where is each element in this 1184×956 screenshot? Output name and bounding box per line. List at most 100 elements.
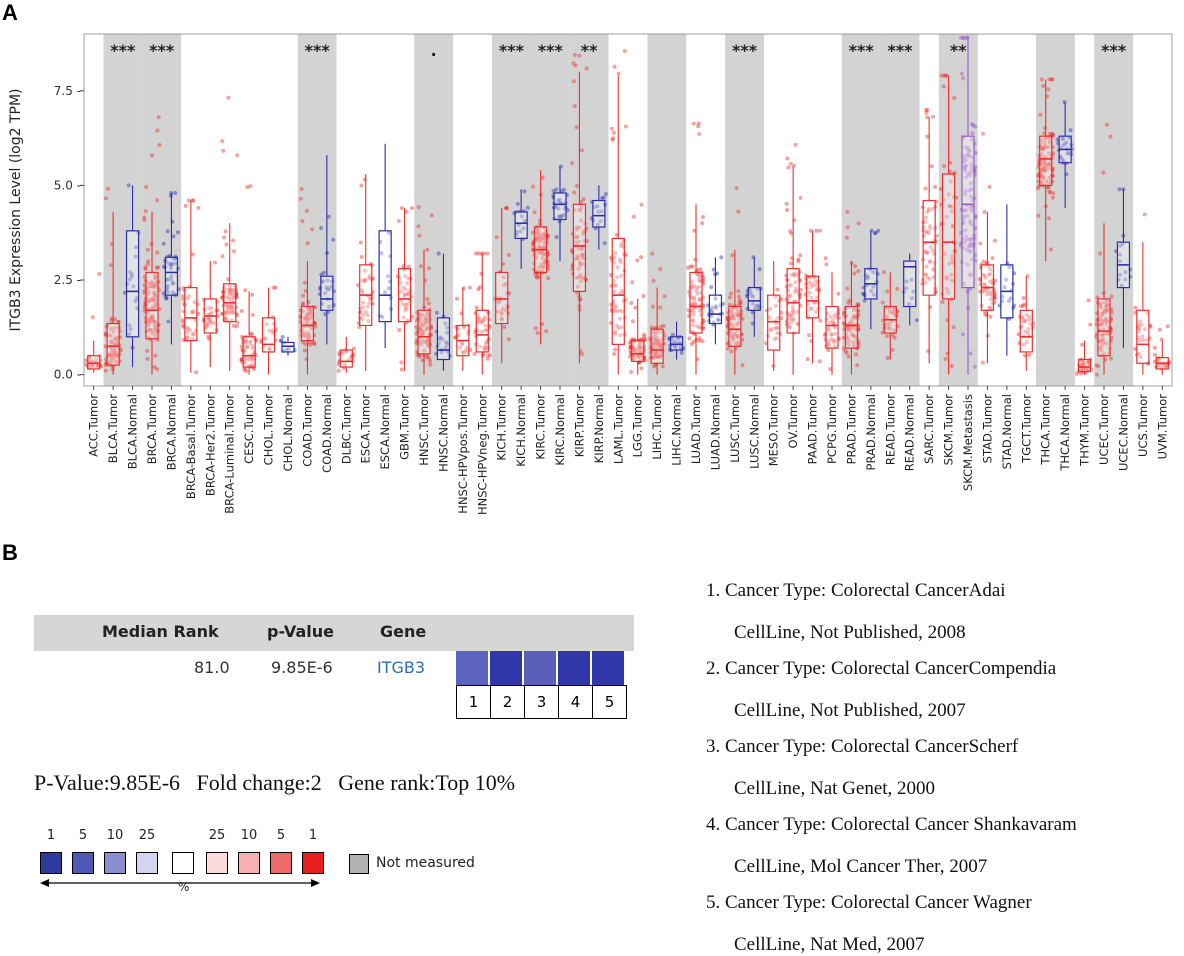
jitter-point (577, 260, 582, 265)
shade-lihc (647, 34, 687, 386)
jitter-point (961, 76, 966, 81)
jitter-point (697, 308, 702, 313)
jitter-point (157, 143, 162, 147)
jitter-point (1133, 347, 1138, 351)
jitter-point (729, 309, 734, 314)
jitter-point (248, 331, 253, 336)
jitter-point (982, 210, 987, 214)
legend-number: 25 (138, 828, 156, 843)
jitter-point (559, 214, 564, 219)
jitter-point (614, 304, 619, 309)
jitter-point (304, 319, 309, 324)
jitter-point (965, 35, 970, 40)
jitter-point (847, 325, 852, 330)
p-value-value: 9.85E-6 (271, 658, 333, 677)
x-tick-label: COAD.Tumor (300, 394, 314, 467)
jitter-point (190, 336, 194, 341)
jitter-point (1101, 170, 1106, 175)
jitter-point (416, 205, 421, 210)
jitter-point (729, 349, 734, 354)
jitter-point (789, 313, 794, 318)
gene-link[interactable]: ITGB3 (377, 658, 426, 677)
jitter-point (225, 305, 230, 310)
jitter-point (988, 289, 993, 294)
jitter-point (962, 165, 967, 170)
jitter-point (768, 327, 773, 331)
jitter-point (1105, 307, 1109, 312)
y-tick-label: 5.0 - (54, 178, 81, 192)
jitter-point (828, 367, 833, 371)
jitter-point (578, 261, 583, 266)
jitter-point (925, 108, 930, 113)
jitter-point (220, 254, 225, 259)
shade-kirp (569, 34, 609, 386)
jitter-point (425, 247, 430, 252)
jitter-point (757, 267, 762, 272)
box-lihc.normal (669, 336, 684, 351)
jitter-point (1100, 332, 1105, 337)
jitter-point (188, 328, 193, 333)
jitter-point (641, 294, 646, 298)
jitter-point (115, 354, 120, 359)
jitter-point (1026, 327, 1031, 331)
legend-swatch (72, 852, 94, 874)
jitter-point (1102, 331, 1107, 336)
jitter-point (973, 150, 978, 155)
jitter-point (969, 186, 974, 191)
jitter-point (535, 237, 540, 242)
jitter-point (1028, 322, 1033, 327)
jitter-point (476, 287, 481, 292)
jitter-point (230, 310, 235, 315)
box-kirc.normal (553, 192, 567, 221)
significance-mark: ** (581, 41, 598, 60)
jitter-point (229, 298, 234, 302)
box-gbm.tumor (397, 268, 412, 323)
jitter-point (993, 238, 997, 243)
jitter-point (876, 228, 881, 233)
jitter-point (692, 284, 697, 289)
jitter-point (853, 264, 858, 269)
jitter-point (851, 325, 855, 330)
jitter-point (579, 200, 584, 204)
jitter-point (142, 215, 147, 220)
jitter-point (234, 324, 239, 329)
jitter-point (576, 246, 581, 251)
jitter-point (108, 360, 113, 365)
jitter-point (1105, 302, 1110, 307)
jitter-point (688, 264, 693, 269)
x-tick-label: KICH.Normal (514, 394, 528, 467)
jitter-point (654, 351, 659, 355)
jitter-point (888, 310, 893, 314)
heat-cell (524, 651, 558, 685)
jitter-point (500, 306, 505, 311)
jitter-point (813, 279, 818, 284)
jitter-point (1047, 189, 1052, 194)
x-tick-label: STAD.Tumor (980, 394, 994, 464)
jitter-point (885, 289, 890, 294)
jitter-point (150, 153, 154, 158)
jitter-point (579, 279, 583, 284)
jitter-point (398, 281, 403, 285)
jitter-point (403, 305, 408, 310)
jitter-point (697, 336, 702, 341)
jitter-point (113, 349, 117, 354)
jitter-point (925, 210, 930, 215)
jitter-point (654, 338, 659, 343)
jitter-point (1041, 168, 1046, 173)
jitter-point (1119, 283, 1124, 288)
jitter-point (926, 207, 931, 211)
jitter-point (229, 304, 234, 309)
legend-number: 5 (78, 828, 88, 843)
jitter-point (579, 148, 584, 153)
jitter-point (153, 302, 158, 307)
jitter-point (1040, 147, 1045, 152)
box-sarc.tumor (922, 199, 936, 296)
jitter-point (967, 154, 972, 158)
jitter-point (149, 281, 154, 286)
jitter-point (959, 71, 964, 76)
jitter-point (95, 364, 100, 369)
jitter-point (113, 351, 118, 356)
jitter-point (227, 311, 232, 316)
jitter-point (1098, 316, 1102, 321)
jitter-point (655, 350, 659, 355)
